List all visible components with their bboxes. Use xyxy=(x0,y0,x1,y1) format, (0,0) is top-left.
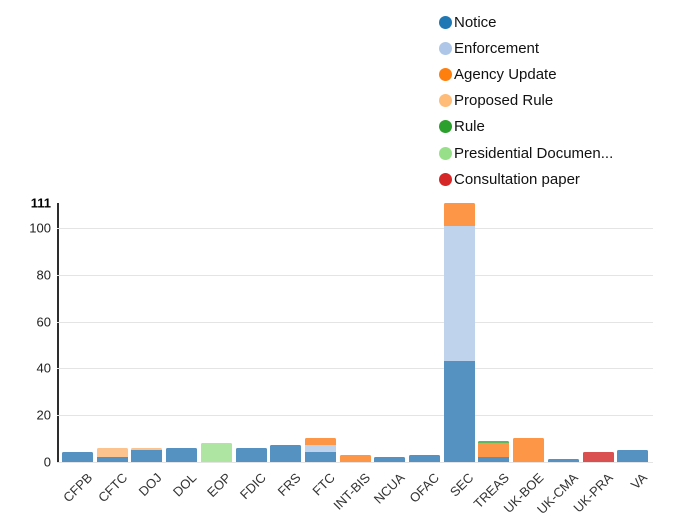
x-tick-label-fdic: FDIC xyxy=(236,470,269,503)
y-axis-max-label: 111 xyxy=(30,195,51,210)
bar-sec[interactable] xyxy=(443,202,475,462)
bar-segment-sec-notice[interactable] xyxy=(443,361,475,462)
bar-segment-ftc-notice[interactable] xyxy=(304,452,336,462)
y-axis-line xyxy=(56,202,59,462)
x-tick-label-int-bis: INT-BIS xyxy=(329,470,373,513)
bar-segment-eop-presidential-documen[interactable] xyxy=(200,443,232,462)
bar-cftc[interactable] xyxy=(96,447,128,462)
legend-dot-icon xyxy=(439,172,452,186)
x-tick-label-frs: FRS xyxy=(274,470,304,499)
bar-segment-treas-notice[interactable] xyxy=(478,457,510,462)
bar-segment-int-bis-agency-update[interactable] xyxy=(339,454,371,462)
bar-segment-cftc-notice[interactable] xyxy=(96,457,128,462)
x-tick-label-ofac: OFAC xyxy=(406,470,443,506)
bar-segment-uk-cma-notice[interactable] xyxy=(547,459,579,462)
bar-ncua[interactable] xyxy=(374,457,406,462)
gridline-0 xyxy=(57,461,653,463)
bar-segment-fdic-notice[interactable] xyxy=(235,447,267,462)
x-tick-label-ftc: FTC xyxy=(309,470,339,499)
gridline-40 xyxy=(57,368,653,370)
legend-item-enforcement[interactable]: Enforcement xyxy=(439,35,613,61)
x-tick-label-sec: SEC xyxy=(447,470,477,500)
legend-dot-icon xyxy=(439,15,452,29)
gridline-100 xyxy=(57,228,653,230)
legend-label: Rule xyxy=(454,118,485,136)
bar-dol[interactable] xyxy=(166,447,198,462)
x-tick-label-eop: EOP xyxy=(203,470,234,501)
bar-treas[interactable] xyxy=(478,440,510,462)
bar-doj[interactable] xyxy=(131,447,163,462)
bar-segment-doj-notice[interactable] xyxy=(131,450,163,462)
legend-dot-icon xyxy=(439,120,452,134)
bar-int-bis[interactable] xyxy=(339,454,371,462)
legend-dot-icon xyxy=(439,41,452,55)
bar-segment-cfpb-notice[interactable] xyxy=(62,452,93,462)
y-tick-label: 0 xyxy=(43,454,51,470)
bar-segment-treas-rule[interactable] xyxy=(478,440,510,443)
bar-va[interactable] xyxy=(617,450,649,462)
bar-segment-uk-boe-agency-update[interactable] xyxy=(513,438,545,462)
legend-item-presidential-documen[interactable]: Presidential Documen... xyxy=(439,140,613,166)
bar-segment-sec-enforcement[interactable] xyxy=(443,225,475,362)
bar-cfpb[interactable] xyxy=(62,452,93,462)
bar-segment-va-notice[interactable] xyxy=(617,450,649,462)
bar-ofac[interactable] xyxy=(409,454,440,462)
bar-uk-cma[interactable] xyxy=(547,459,579,462)
bar-segment-sec-agency-update[interactable] xyxy=(443,202,475,226)
bar-ftc[interactable] xyxy=(304,438,336,462)
bar-segment-ofac-notice[interactable] xyxy=(409,454,440,462)
y-tick-label: 100 xyxy=(29,220,51,236)
bar-segment-ftc-agency-update[interactable] xyxy=(304,438,336,446)
legend-item-rule[interactable]: Rule xyxy=(439,114,613,140)
x-tick-label-doj: DOJ xyxy=(135,470,165,499)
legend-dot-icon xyxy=(439,67,452,81)
bar-segment-treas-agency-update[interactable] xyxy=(478,443,510,457)
x-tick-label-va: VA xyxy=(628,470,651,493)
legend-item-notice[interactable]: Notice xyxy=(439,9,613,35)
x-tick-label-cfpb: CFPB xyxy=(59,470,96,506)
gridline-80 xyxy=(57,274,653,276)
bar-uk-boe[interactable] xyxy=(513,438,545,462)
legend-dot-icon xyxy=(439,146,452,160)
y-tick-label: 20 xyxy=(36,407,51,423)
bar-fdic[interactable] xyxy=(235,447,267,462)
bar-uk-pra[interactable] xyxy=(582,452,614,462)
bar-segment-uk-pra-consultation-paper[interactable] xyxy=(582,452,614,462)
legend-item-proposed-rule[interactable]: Proposed Rule xyxy=(439,88,613,114)
legend-item-agency-update[interactable]: Agency Update xyxy=(439,61,613,87)
legend-item-consultation-paper[interactable]: Consultation paper xyxy=(439,166,613,192)
gridline-60 xyxy=(57,321,653,323)
bar-segment-dol-notice[interactable] xyxy=(166,447,198,462)
bar-segment-ncua-notice[interactable] xyxy=(374,457,406,462)
y-tick-label: 40 xyxy=(36,360,51,376)
legend-dot-icon xyxy=(439,94,452,108)
y-tick-label: 60 xyxy=(36,314,51,330)
bar-segment-ftc-enforcement[interactable] xyxy=(304,445,336,453)
legend-label: Agency Update xyxy=(454,65,557,83)
x-tick-label-dol: DOL xyxy=(169,470,200,500)
legend-label: Notice xyxy=(454,13,497,31)
bar-segment-doj-proposed-rule[interactable] xyxy=(131,447,163,450)
bar-eop[interactable] xyxy=(200,443,232,462)
x-tick-label-cftc: CFTC xyxy=(94,470,130,506)
legend-label: Proposed Rule xyxy=(454,92,554,110)
legend-label: Consultation paper xyxy=(454,170,580,188)
bar-frs[interactable] xyxy=(270,445,302,462)
bar-segment-frs-notice[interactable] xyxy=(270,445,302,462)
chart-legend: Notice Enforcement Agency Update Proposed R… xyxy=(439,9,613,192)
gridline-20 xyxy=(57,415,653,416)
y-tick-label: 80 xyxy=(36,267,51,283)
legend-label: Presidential Documen... xyxy=(454,144,614,162)
legend-label: Enforcement xyxy=(454,39,540,57)
bar-segment-cftc-proposed-rule[interactable] xyxy=(96,447,128,457)
x-tick-label-ncua: NCUA xyxy=(370,470,408,507)
